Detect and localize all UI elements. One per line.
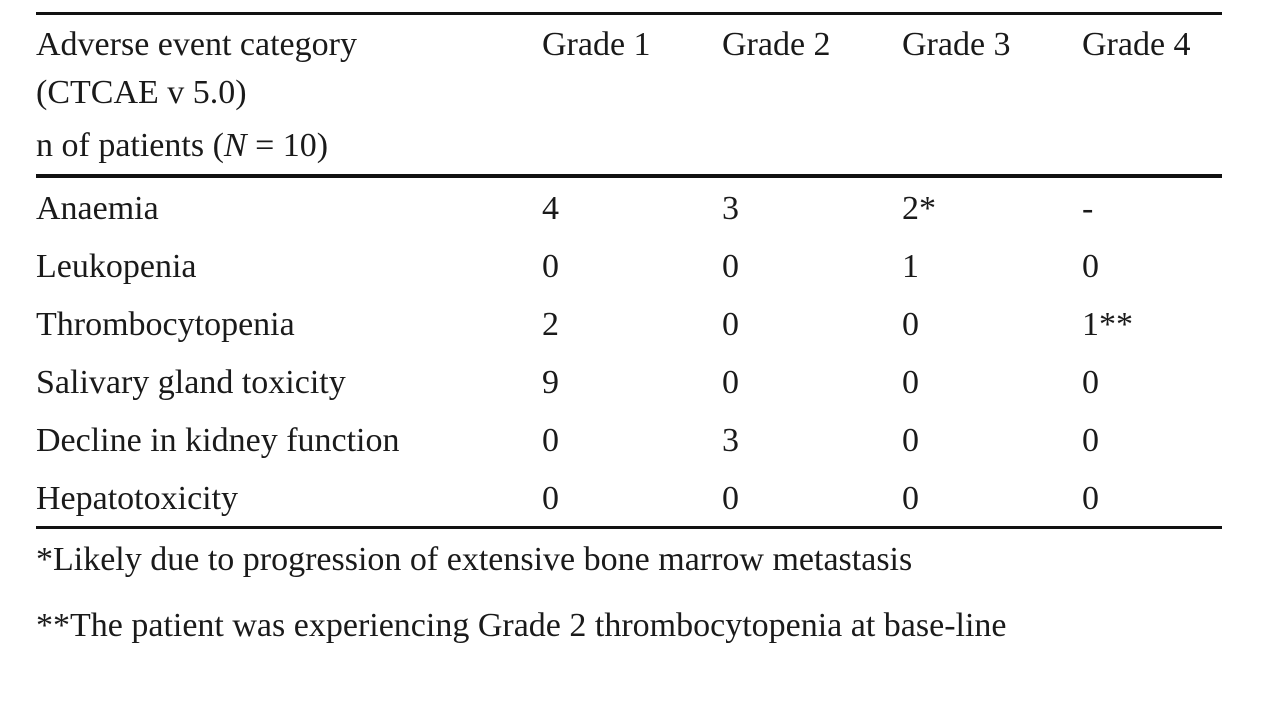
header-grade-2: Grade 2 (722, 26, 831, 63)
header-n-label: n of patients ( (36, 127, 224, 164)
row-value-grade-3: 0 (902, 364, 919, 401)
row-value-grade-2: 0 (722, 248, 739, 285)
row-value-grade-2: 0 (722, 480, 739, 517)
header-n-value: = 10) (246, 127, 329, 164)
header-category-line3: n of patients (N = 10) (36, 126, 328, 166)
header-grade-3: Grade 3 (902, 26, 1011, 63)
row-value-grade-3: 0 (902, 480, 919, 517)
header-grade-4: Grade 4 (1082, 26, 1191, 63)
row-value-grade-4: 0 (1082, 480, 1099, 517)
row-value-grade-4: 1** (1082, 306, 1133, 343)
header-category-line1: Adverse event category (36, 26, 357, 63)
row-value-grade-1: 9 (542, 364, 559, 401)
row-value-grade-3: 0 (902, 306, 919, 343)
table-bottom-rule (36, 526, 1222, 529)
footnote-double-asterisk: **The patient was experiencing Grade 2 t… (36, 607, 1007, 644)
row-value-grade-1: 0 (542, 422, 559, 459)
row-category: Hepatotoxicity (36, 480, 239, 517)
table-header-rule (36, 174, 1222, 178)
row-category: Thrombocytopenia (36, 306, 295, 343)
header-n-variable: N (223, 127, 247, 164)
row-category: Decline in kidney function (36, 422, 400, 459)
row-value-grade-2: 0 (722, 364, 739, 401)
row-value-grade-2: 3 (722, 190, 739, 227)
row-value-grade-3: 2* (902, 190, 936, 227)
row-value-grade-4: 0 (1082, 364, 1099, 401)
header-category-line2: (CTCAE v 5.0) (36, 74, 247, 111)
row-value-grade-2: 3 (722, 422, 739, 459)
row-category: Anaemia (36, 190, 159, 227)
table-top-rule (36, 12, 1222, 15)
header-grade-1: Grade 1 (542, 26, 651, 63)
row-value-grade-4: 0 (1082, 248, 1099, 285)
row-value-grade-1: 0 (542, 480, 559, 517)
row-value-grade-1: 4 (542, 190, 559, 227)
row-category: Salivary gland toxicity (36, 364, 346, 401)
row-value-grade-4: - (1082, 190, 1094, 227)
row-value-grade-1: 2 (542, 306, 559, 343)
footnote-single-asterisk: *Likely due to progression of extensive … (36, 541, 913, 578)
row-value-grade-3: 0 (902, 422, 919, 459)
row-value-grade-4: 0 (1082, 422, 1099, 459)
row-value-grade-1: 0 (542, 248, 559, 285)
row-value-grade-3: 1 (902, 248, 919, 285)
row-category: Leukopenia (36, 248, 197, 285)
row-value-grade-2: 0 (722, 306, 739, 343)
